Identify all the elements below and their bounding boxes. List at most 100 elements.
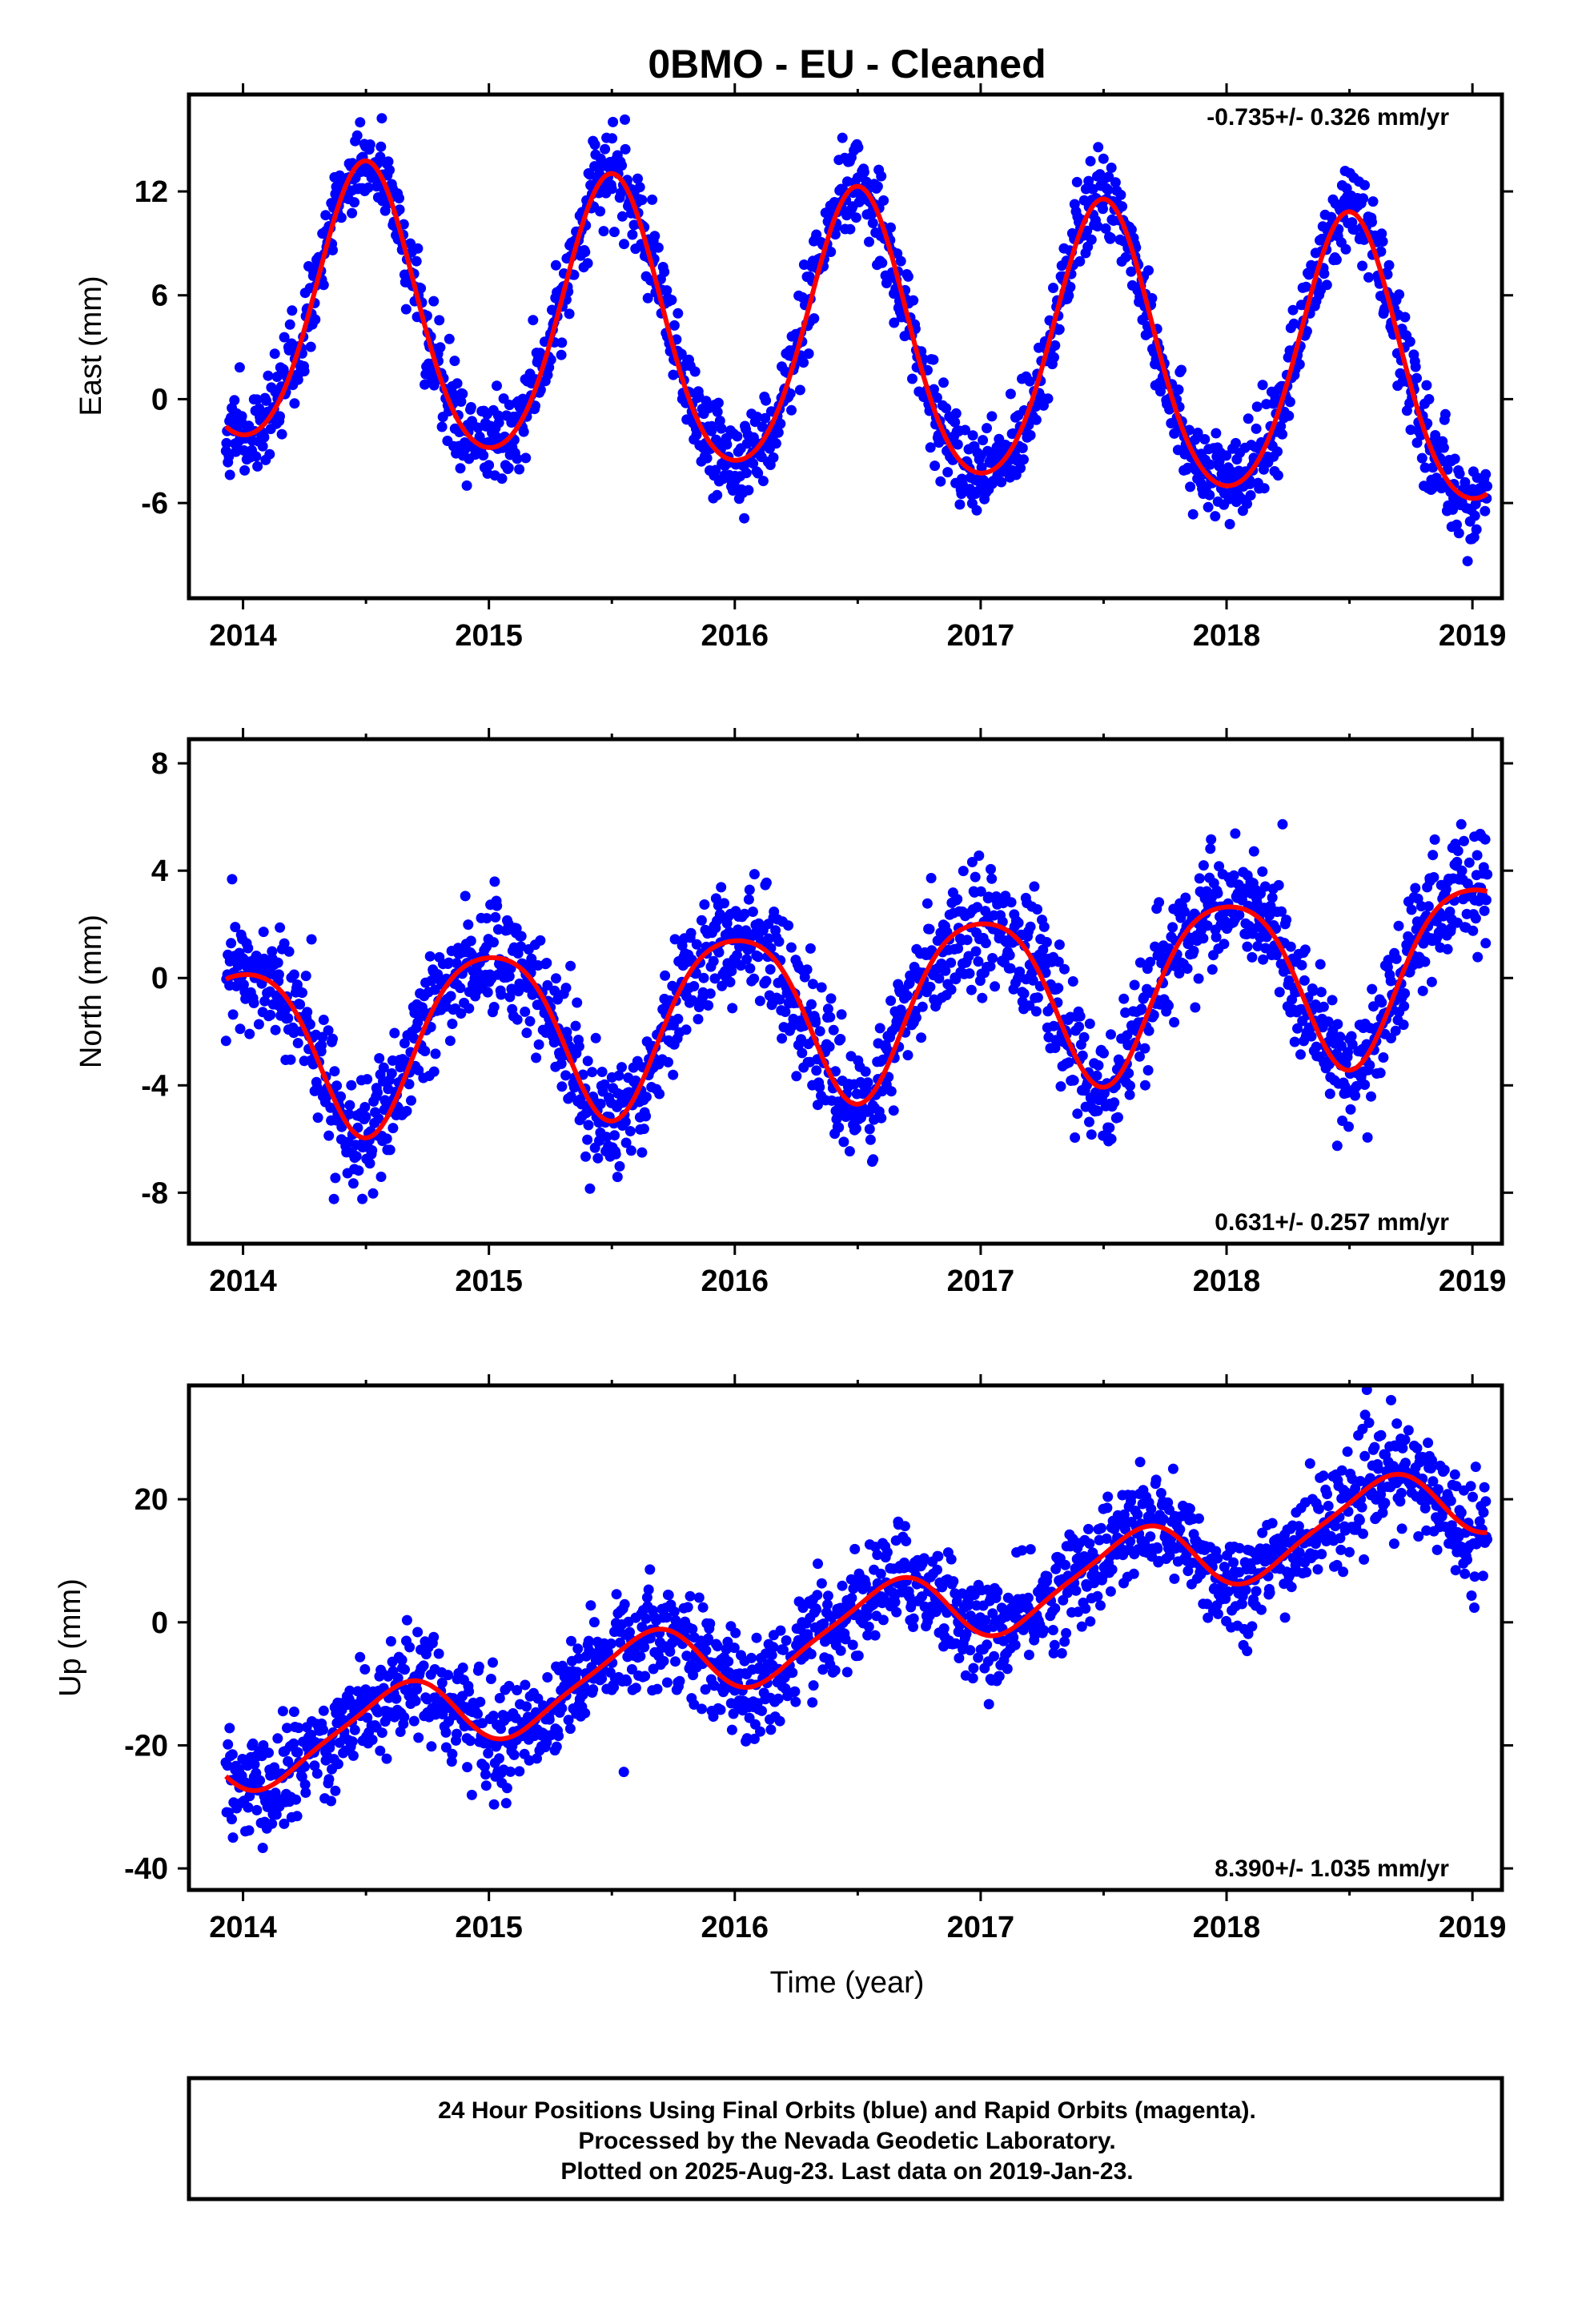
- east-data-point: [1294, 359, 1305, 370]
- up-data-point: [564, 1723, 576, 1735]
- up-data-point: [1038, 1625, 1050, 1636]
- north-data-point: [749, 869, 760, 880]
- up-data-point: [652, 1683, 663, 1695]
- north-data-point: [1068, 1075, 1079, 1086]
- north-data-point: [1399, 988, 1411, 999]
- north-data-point: [1211, 931, 1222, 943]
- east-data-point: [1030, 414, 1042, 425]
- east-data-point: [1126, 224, 1137, 235]
- east-data-point: [1277, 428, 1288, 440]
- up-data-point: [1010, 1639, 1021, 1651]
- east-data-point: [514, 464, 525, 475]
- east-data-point: [1363, 271, 1374, 283]
- east-data-point: [1093, 142, 1104, 153]
- up-data-point: [501, 1783, 512, 1794]
- up-data-point: [982, 1639, 993, 1651]
- north-data-point: [1257, 866, 1268, 877]
- north-data-point: [836, 1009, 847, 1020]
- north-data-point: [1306, 1031, 1317, 1042]
- east-data-point: [803, 348, 814, 360]
- north-data-point: [1182, 963, 1193, 974]
- up-data-point: [224, 1723, 235, 1734]
- up-data-point: [658, 1655, 669, 1667]
- north-data-point: [1104, 1122, 1115, 1133]
- east-data-point: [435, 342, 446, 353]
- east-data-point: [713, 397, 724, 408]
- north-data-point: [1419, 956, 1431, 967]
- north-data-point: [987, 953, 998, 963]
- east-data-point: [878, 195, 889, 206]
- east-plot-frame: [187, 92, 1504, 601]
- north-data-point: [488, 1002, 500, 1012]
- east-data-point: [444, 333, 455, 344]
- east-data-point: [1288, 318, 1299, 329]
- up-data-point: [1022, 1592, 1034, 1603]
- up-data-point: [635, 1651, 646, 1662]
- east-data-point: [582, 258, 593, 269]
- north-data-point: [844, 1146, 855, 1157]
- north-data-point: [902, 1050, 913, 1061]
- north-data-point: [235, 1023, 246, 1035]
- north-data-point: [570, 1020, 581, 1031]
- up-data-point: [347, 1736, 358, 1747]
- north-data-point: [1142, 1065, 1154, 1076]
- north-data-point: [295, 999, 306, 1010]
- east-data-point: [1017, 443, 1028, 453]
- north-data-point: [220, 1035, 231, 1047]
- north-data-point: [1038, 921, 1050, 932]
- east-data-point: [411, 255, 422, 267]
- north-data-point: [572, 997, 583, 1008]
- north-data-point: [464, 1003, 475, 1014]
- north-data-point: [698, 972, 709, 983]
- north-data-point: [1124, 1089, 1135, 1100]
- east-data-point: [1367, 196, 1379, 207]
- north-data-point: [1072, 1108, 1083, 1120]
- north-data-point: [401, 1105, 412, 1116]
- east-data-point: [721, 439, 733, 450]
- east-y-axis-label: East (mm): [74, 275, 108, 416]
- east-data-point: [1469, 510, 1480, 521]
- north-data-point: [466, 949, 477, 960]
- east-data-point: [221, 437, 232, 448]
- north-data-point: [420, 1046, 431, 1056]
- north-data-point: [447, 1019, 458, 1029]
- north-data-point: [424, 951, 436, 962]
- up-data-point: [1150, 1474, 1162, 1486]
- east-data-point: [811, 229, 822, 240]
- up-data-point: [500, 1798, 512, 1809]
- up-data-point: [643, 1584, 654, 1595]
- east-data-point: [363, 182, 374, 193]
- north-data-point: [1315, 987, 1327, 998]
- up-data-point: [1105, 1586, 1116, 1597]
- north-data-point: [860, 1066, 871, 1077]
- north-data-point: [1273, 879, 1284, 891]
- east-data-point: [310, 314, 321, 325]
- north-data-point: [1025, 921, 1036, 932]
- east-data-point: [1427, 462, 1439, 473]
- up-data-point: [989, 1651, 1000, 1662]
- east-data-point: [941, 403, 952, 414]
- up-data-point: [751, 1632, 762, 1643]
- east-data-point: [1471, 524, 1482, 535]
- east-data-point: [320, 210, 331, 221]
- north-data-point: [1427, 850, 1439, 861]
- north-data-point: [814, 1026, 825, 1037]
- up-data-point: [447, 1748, 458, 1759]
- east-data-point: [318, 279, 329, 291]
- north-data-point: [833, 1122, 845, 1133]
- north-data-point: [533, 1039, 544, 1050]
- east-data-point: [254, 403, 265, 414]
- east-data-point: [264, 448, 275, 460]
- east-data-point: [732, 431, 743, 442]
- north-data-point: [1459, 835, 1469, 846]
- up-data-point: [611, 1589, 622, 1600]
- north-data-point: [279, 938, 290, 949]
- up-data-point: [1102, 1502, 1113, 1514]
- up-data-point: [1102, 1491, 1114, 1502]
- north-data-point: [1366, 1091, 1376, 1102]
- north-data-point: [973, 956, 984, 967]
- east-data-point: [673, 308, 684, 319]
- east-data-point: [351, 130, 363, 141]
- north-data-point: [1228, 870, 1239, 881]
